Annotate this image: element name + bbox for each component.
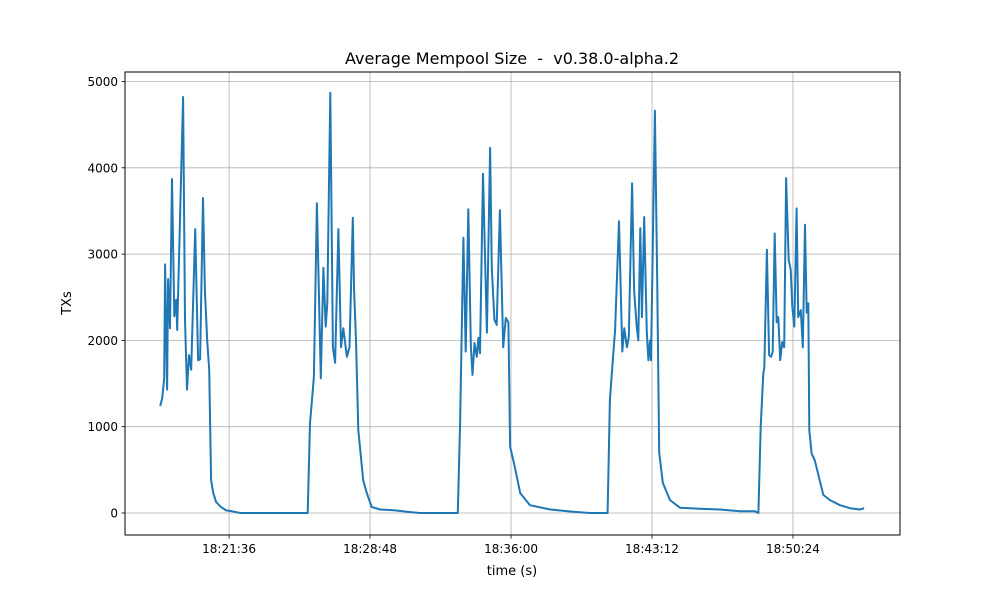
y-axis-label: TXs <box>60 291 75 316</box>
y-axis: 0 1000 2000 3000 4000 5000 <box>87 75 125 520</box>
x-tick-label: 18:36:00 <box>484 542 538 556</box>
x-tick-label: 18:43:12 <box>625 542 679 556</box>
y-tick-label: 4000 <box>87 161 118 175</box>
y-tick-label: 0 <box>110 506 118 520</box>
y-tick-label: 3000 <box>87 248 118 262</box>
x-tick-label: 18:50:24 <box>766 542 820 556</box>
x-tick-label: 18:28:48 <box>343 542 397 556</box>
y-tick-label: 5000 <box>87 75 118 89</box>
y-tick-label: 1000 <box>87 420 118 434</box>
x-axis-label: time (s) <box>487 564 537 579</box>
plot-frame <box>124 71 901 536</box>
series-group <box>159 91 865 514</box>
mempool-size-line <box>159 91 865 514</box>
x-axis: 18:21:36 18:28:48 18:36:00 18:43:12 18:50:24 <box>202 535 820 556</box>
chart-title: Average Mempool Size - v0.38.0-alpha.2 <box>345 49 679 68</box>
y-tick-label: 2000 <box>87 334 118 348</box>
x-tick-label: 18:21:36 <box>202 542 256 556</box>
